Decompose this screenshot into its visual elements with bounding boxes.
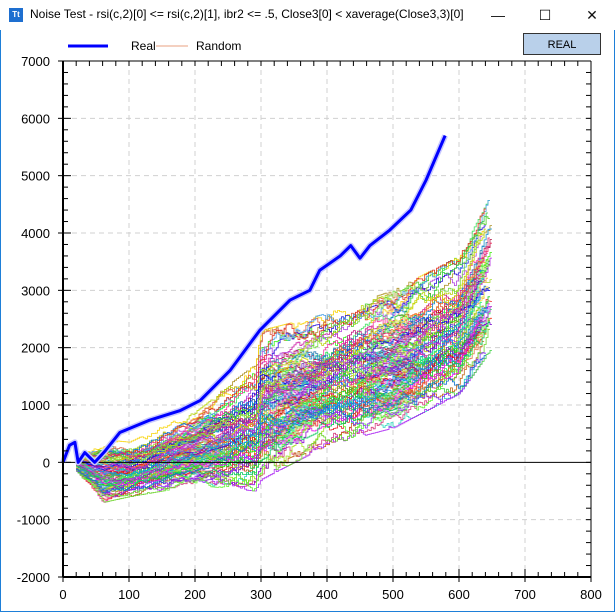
y-tick-label: 3000 [21, 283, 50, 298]
x-tick-label: 100 [118, 587, 140, 602]
y-tick-label: 2000 [21, 341, 50, 356]
y-tick-label: 1000 [21, 398, 50, 413]
x-tick-label: 300 [250, 587, 272, 602]
app-icon: Tt [9, 8, 23, 22]
random-series-line [76, 328, 490, 503]
y-tick-label: 7000 [21, 54, 50, 69]
title-bar: Tt Noise Test - rsi(c,2)[0] <= rsi(c,2)[… [0, 0, 615, 30]
legend-real-label: Real [131, 39, 156, 53]
maximize-button[interactable]: ☐ [538, 7, 552, 23]
random-series-line [76, 306, 488, 476]
y-tick-label: 0 [43, 455, 50, 470]
x-tick-label: 800 [580, 587, 602, 602]
y-tick-label: 5000 [21, 169, 50, 184]
x-tick-label: 200 [184, 587, 206, 602]
x-tick-label: 0 [59, 587, 66, 602]
random-series-line [76, 303, 490, 486]
x-tick-label: 500 [382, 587, 404, 602]
y-tick-label: -1000 [17, 513, 50, 528]
random-series-line [76, 275, 481, 484]
random-series-group [76, 200, 492, 503]
y-tick-label: 4000 [21, 226, 50, 241]
y-tick-label: 6000 [21, 111, 50, 126]
close-button[interactable]: ✕ [586, 7, 598, 23]
legend-random-label: Random [196, 39, 242, 53]
random-series-line [76, 320, 487, 484]
random-series-line [76, 352, 487, 493]
real-button[interactable]: REAL [523, 33, 601, 55]
random-series-line [76, 232, 483, 466]
x-tick-label: 600 [448, 587, 470, 602]
random-series-line [76, 200, 490, 458]
x-tick-label: 700 [514, 587, 536, 602]
window-title: Noise Test - rsi(c,2)[0] <= rsi(c,2)[1],… [30, 7, 464, 21]
minimize-button[interactable]: — [491, 7, 505, 23]
y-tick-label: -2000 [17, 570, 50, 585]
x-tick-label: 400 [316, 587, 338, 602]
real-series-line [61, 134, 447, 464]
random-series-line [76, 292, 483, 468]
random-series-line [76, 261, 483, 470]
random-series-line [76, 288, 490, 472]
random-series-line [76, 200, 490, 456]
random-series-line [76, 316, 483, 470]
random-series-line [76, 260, 490, 465]
